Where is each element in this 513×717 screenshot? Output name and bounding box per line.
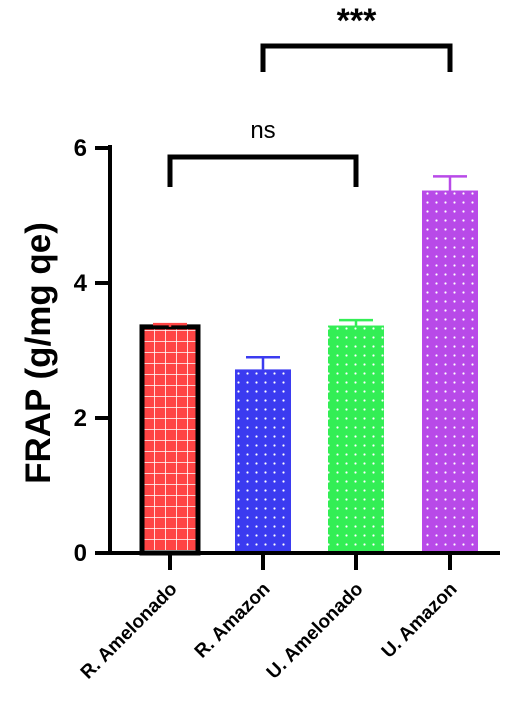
y-axis-label: FRAP (g/mg qe) bbox=[19, 222, 58, 484]
significance-bracket-1 bbox=[167, 154, 359, 187]
x-tick-label-2: R. Amazon bbox=[191, 579, 275, 663]
bar-1 bbox=[139, 324, 201, 556]
y-ticks-layer: 0 2 4 6 bbox=[74, 135, 110, 567]
bars-layer bbox=[139, 190, 478, 556]
significance-label-1: ns bbox=[250, 117, 275, 144]
significance-bracket-2 bbox=[260, 43, 453, 72]
significance-label-2: *** bbox=[337, 2, 377, 40]
x-tick-label-3: U. Amelonado bbox=[263, 579, 368, 684]
x-tick-label-4: U. Amazon bbox=[378, 579, 462, 663]
y-tick-label-2: 2 bbox=[74, 405, 87, 432]
error-bars-layer bbox=[153, 175, 467, 370]
bar-4 bbox=[422, 190, 478, 553]
y-tick-label-0: 0 bbox=[74, 540, 87, 567]
x-tick-label-1: R. Amelonado bbox=[77, 579, 182, 684]
bar-3 bbox=[328, 325, 384, 553]
bar-2 bbox=[235, 369, 291, 553]
significance-layer: ns *** bbox=[167, 2, 453, 187]
y-tick-label-6: 6 bbox=[74, 135, 87, 162]
y-tick-label-4: 4 bbox=[74, 270, 88, 297]
